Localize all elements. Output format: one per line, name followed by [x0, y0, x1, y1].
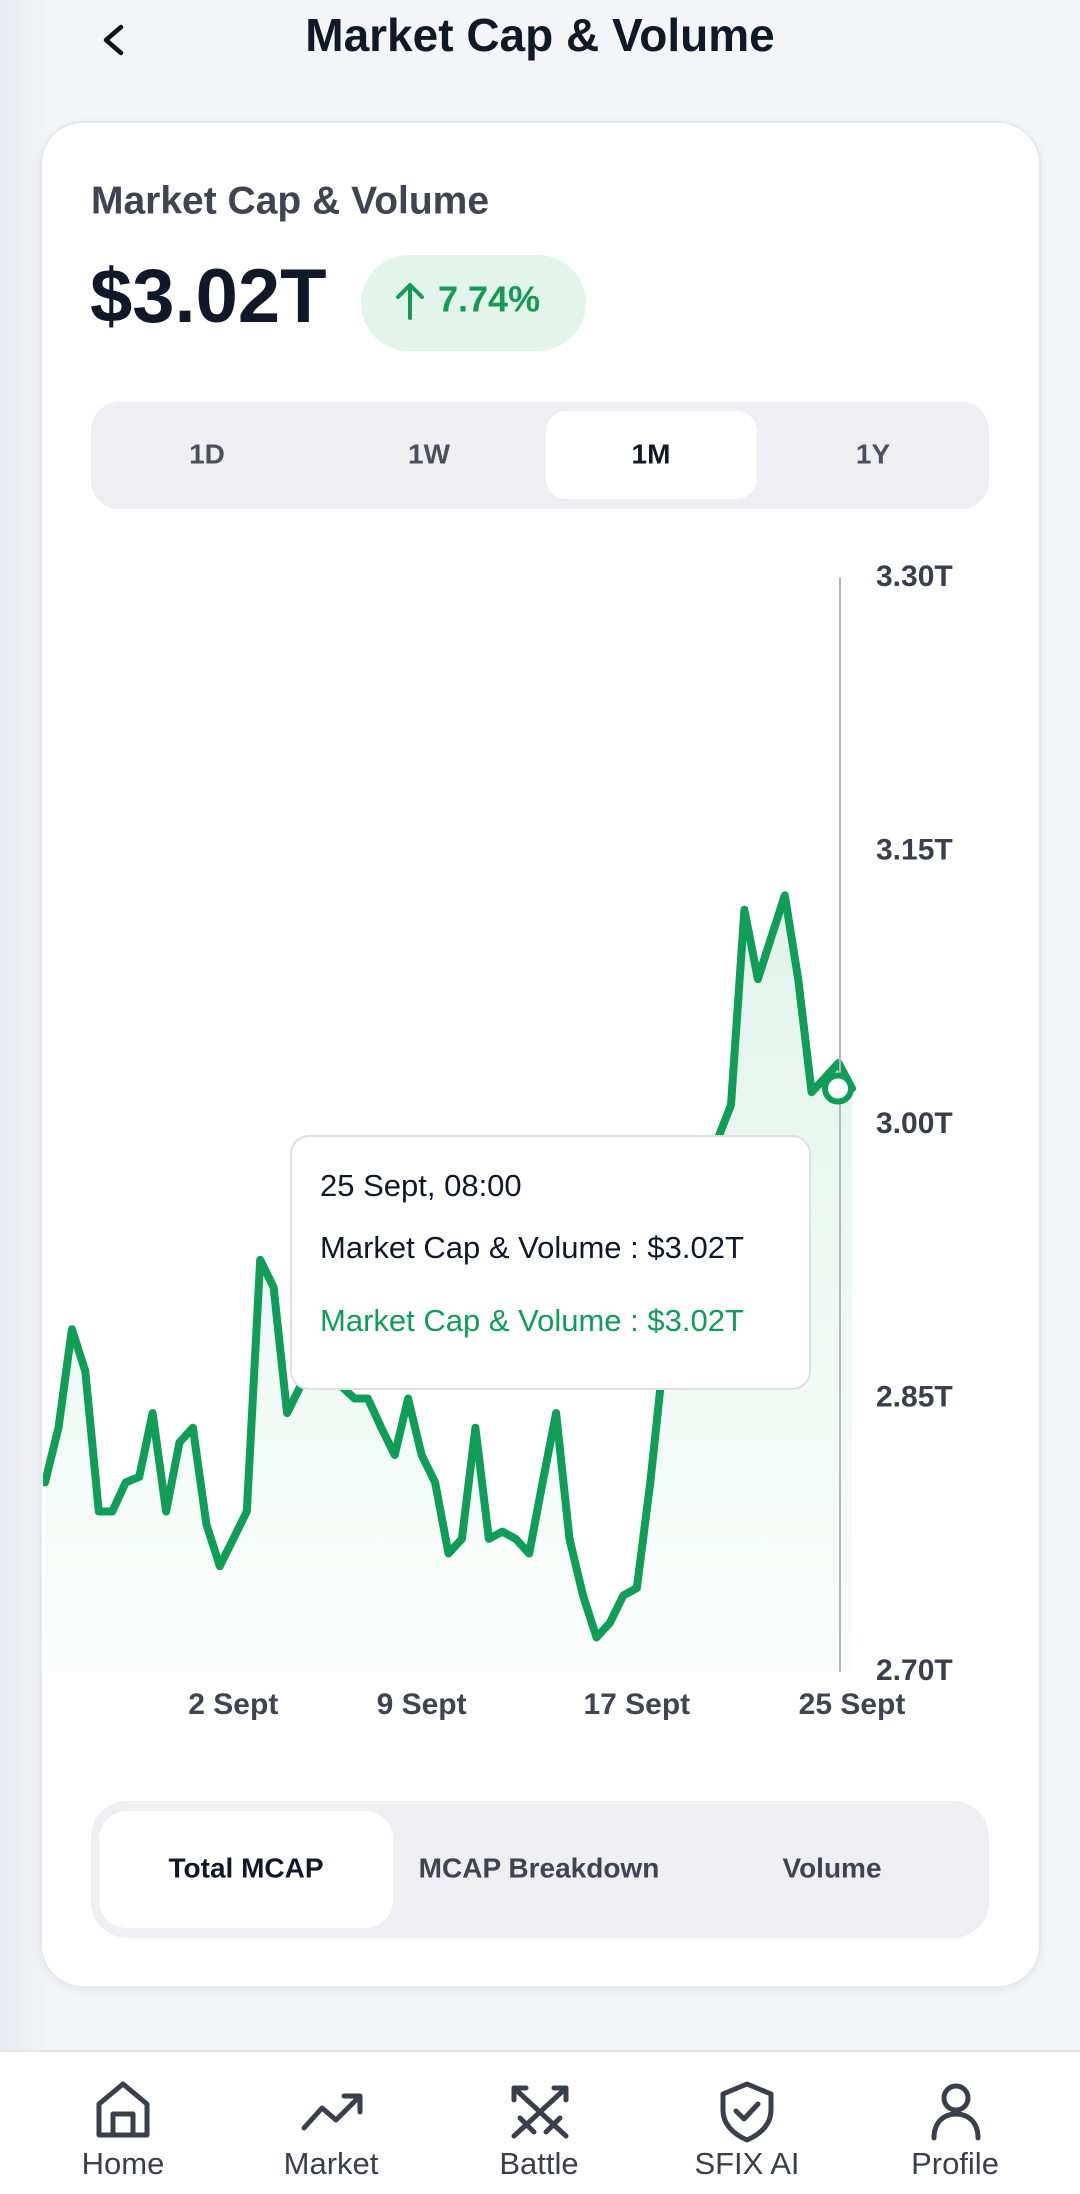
x-tick-label: 9 Sept: [377, 1688, 467, 1721]
chart: 3.30T 3.15T 3.00T 2.85T 2.70T 2 Sept 9 Sept 17 …: [43, 560, 953, 1721]
view-tab[interactable]: MCAP Breakdown: [419, 1852, 660, 1883]
change-badge: [361, 255, 586, 351]
up-arrow-icon: [396, 283, 424, 320]
page-title: Market Cap & Volume: [305, 9, 774, 61]
current-value: $3.02T: [90, 254, 327, 339]
timeframe-tab[interactable]: 1W: [408, 438, 451, 469]
bottom-nav: [0, 2051, 1080, 2194]
x-tick-label: 25 Sept: [799, 1688, 906, 1721]
nav-item-label[interactable]: Market: [284, 2146, 379, 2181]
view-tab[interactable]: Volume: [782, 1852, 881, 1883]
battle-icon: [511, 2085, 569, 2139]
timeframe-tab[interactable]: 1D: [189, 438, 225, 469]
timeframe-tabs: [91, 402, 989, 509]
nav-item-label[interactable]: SFIX AI: [694, 2146, 799, 2181]
view-tab[interactable]: Total MCAP: [168, 1852, 323, 1883]
tooltip-line: Market Cap & Volume : $3.02T: [320, 1230, 744, 1265]
x-tick-label: 17 Sept: [583, 1688, 690, 1721]
timeframe-tab-active: [546, 411, 757, 499]
timeframe-tab[interactable]: 1Y: [856, 438, 891, 469]
back-button[interactable]: [103, 24, 124, 56]
tooltip-title: 25 Sept, 08:00: [320, 1168, 522, 1203]
home-icon: [96, 2081, 150, 2138]
change-percent: 7.74%: [438, 279, 540, 320]
nav-item-label[interactable]: Battle: [499, 2146, 578, 2181]
profile-icon: [931, 2083, 981, 2141]
nav-item-label[interactable]: Home: [82, 2146, 165, 2181]
market-icon: [301, 2093, 363, 2131]
x-tick-label: 2 Sept: [188, 1688, 278, 1721]
y-tick-label: 2.70T: [876, 1654, 953, 1687]
view-tab-active: [99, 1811, 393, 1928]
y-tick-label: 3.00T: [876, 1107, 953, 1140]
hover-point: [822, 1072, 854, 1105]
nav-item-label[interactable]: Profile: [911, 2146, 999, 2181]
timeframe-tab[interactable]: 1M: [632, 438, 671, 469]
ai-shield-icon: [720, 2081, 774, 2143]
tooltip: [290, 1135, 811, 1390]
tooltip-line: Market Cap & Volume : $3.02T: [320, 1303, 744, 1338]
y-tick-label: 2.85T: [876, 1380, 953, 1413]
card-title: Market Cap & Volume: [91, 179, 489, 222]
y-tick-label: 3.15T: [876, 833, 953, 866]
y-tick-label: 3.30T: [876, 560, 953, 593]
